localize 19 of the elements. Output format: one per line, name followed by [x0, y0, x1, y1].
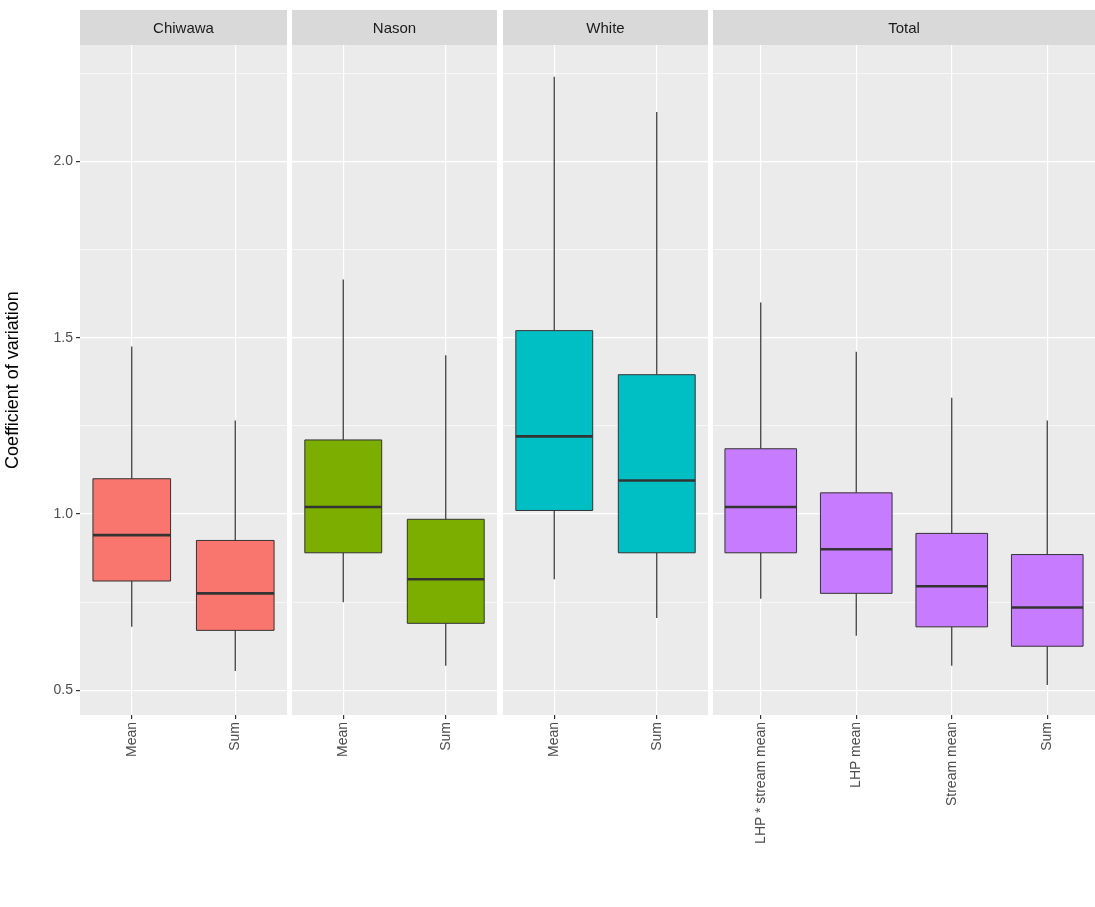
y-tick-label: 1.5 [53, 328, 74, 345]
chart-title: Total [713, 10, 1095, 45]
x-tick-label: Sum [1038, 722, 1055, 751]
x-tick-label: Sum [436, 722, 453, 751]
x-tick-label: Sum [226, 722, 243, 751]
y-tick-label: 2.0 [53, 152, 74, 169]
y-tick-label: 0.5 [53, 681, 74, 698]
x-tick-label: LHP mean [847, 722, 864, 788]
chart-title: Chiwawa [80, 10, 287, 45]
y-axis-title: Coefficient of variation [1, 291, 22, 469]
x-tick-label: Mean [334, 722, 351, 758]
x-tick-label: Mean [122, 722, 139, 758]
x-tick-label: Sum [647, 722, 664, 751]
x-tick-label: Mean [545, 722, 562, 758]
y-tick-label: 1.0 [53, 504, 74, 521]
x-tick-label: Stream mean [942, 722, 959, 807]
chart-title: Nason [292, 10, 497, 45]
chart-title: White [503, 10, 708, 45]
x-tick-label: LHP * stream mean [751, 722, 768, 844]
